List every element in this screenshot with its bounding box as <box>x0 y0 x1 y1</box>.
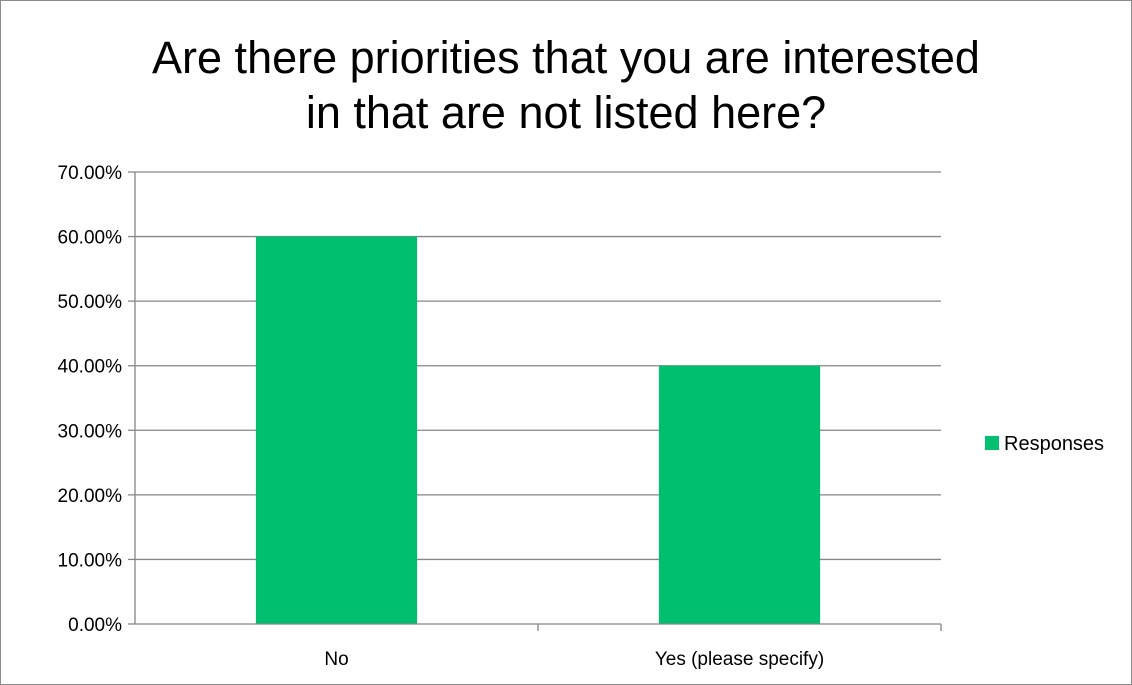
bar-yes <box>658 365 821 624</box>
y-tick-labels: 0.00% 10.00% 20.00% 30.00% 40.00% 50.00% 60.00… <box>58 163 123 636</box>
legend-label: Responses <box>1004 433 1104 455</box>
y-tick-label: 60.00% <box>58 228 123 249</box>
y-tick-label: 50.00% <box>58 292 123 313</box>
bars <box>255 236 821 625</box>
y-tick-label: 70.00% <box>58 163 123 184</box>
axes <box>128 171 942 631</box>
x-category-labels: No Yes (please specify) <box>324 649 824 670</box>
y-tick-label: 40.00% <box>58 357 123 378</box>
chart-title-line-1: Are there priorities that you are intere… <box>152 32 980 83</box>
chart-title-line-2: in that are not listed here? <box>305 87 827 138</box>
y-tick-label: 10.00% <box>58 550 123 571</box>
bar-no <box>255 236 418 625</box>
x-category-label: Yes (please specify) <box>655 649 824 670</box>
legend-swatch <box>985 436 999 450</box>
legend: Responses <box>985 433 1104 455</box>
x-category-label: No <box>324 649 348 670</box>
y-tick-label: 0.00% <box>68 615 122 636</box>
y-tick-label: 20.00% <box>58 486 123 507</box>
chart-title: Are there priorities that you are intere… <box>0 30 1132 140</box>
y-tick-label: 30.00% <box>58 421 123 442</box>
